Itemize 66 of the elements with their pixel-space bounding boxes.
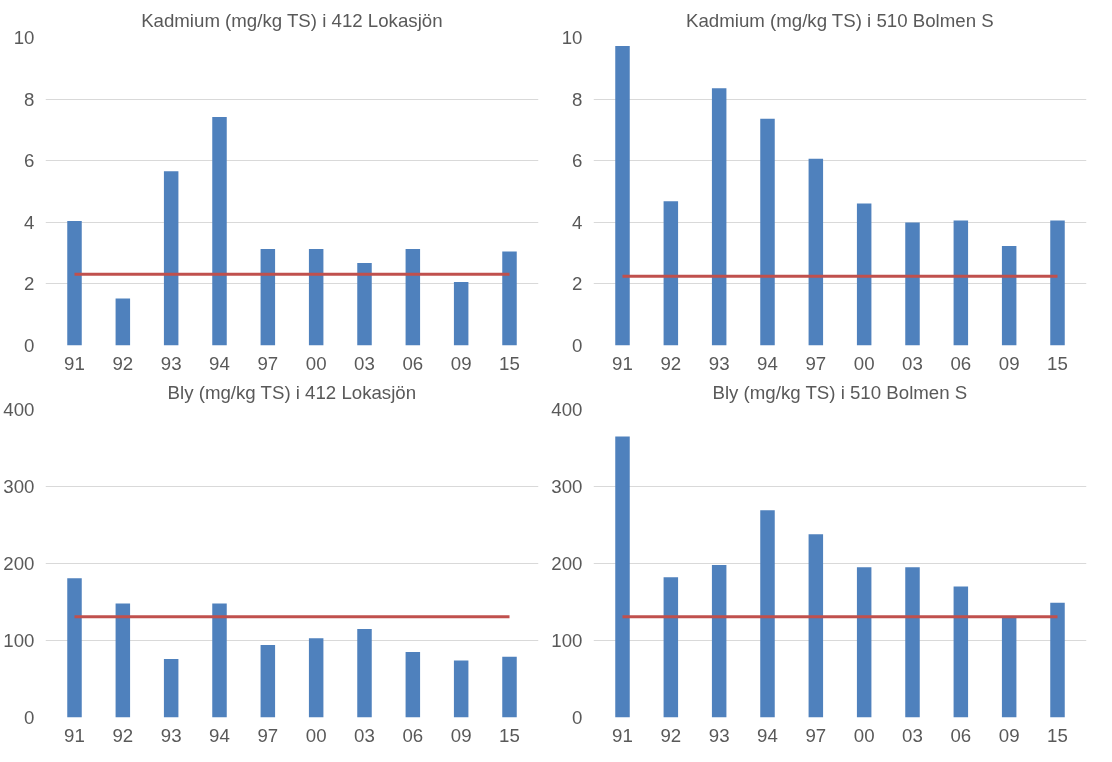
x-tick-label: 91 xyxy=(64,352,85,374)
y-tick-label: 200 xyxy=(3,553,35,574)
y-tick-label: 6 xyxy=(572,150,583,172)
x-tick-label: 03 xyxy=(902,724,923,746)
y-tick-label: 2 xyxy=(572,273,583,295)
x-tick-label: 97 xyxy=(257,352,279,374)
x-tick-label: 03 xyxy=(354,724,375,746)
chart-title: Bly (mg/kg TS) i 510 Bolmen S xyxy=(712,381,968,403)
y-tick-label: 300 xyxy=(551,476,583,497)
x-tick-label: 91 xyxy=(612,724,633,746)
x-tick-label: 93 xyxy=(160,724,182,746)
x-tick-label: 06 xyxy=(402,724,424,746)
y-tick-label: 0 xyxy=(572,707,583,728)
x-tick-label: 09 xyxy=(450,352,472,374)
x-tick-label: 03 xyxy=(354,352,375,374)
y-tick-label: 100 xyxy=(3,630,35,651)
x-tick-label: 09 xyxy=(450,724,472,746)
y-tick-label: 8 xyxy=(572,88,583,110)
x-tick-label: 00 xyxy=(305,352,327,374)
y-tick-label: 8 xyxy=(24,88,35,110)
x-tick-label: 92 xyxy=(660,352,682,374)
chart-title: Kadmium (mg/kg TS) i 510 Bolmen S xyxy=(686,9,994,31)
y-tick-label: 6 xyxy=(24,150,35,172)
x-tick-label: 00 xyxy=(853,724,875,746)
y-tick-label: 400 xyxy=(3,399,35,420)
y-tick-label: 0 xyxy=(572,335,583,356)
y-tick-label: 10 xyxy=(13,27,35,48)
y-tick-label: 4 xyxy=(572,211,583,233)
x-tick-label: 94 xyxy=(209,352,230,374)
y-tick-label: 400 xyxy=(551,399,583,420)
y-tick-label: 0 xyxy=(24,707,35,728)
y-tick-label: 4 xyxy=(24,211,35,233)
x-tick-label: 94 xyxy=(209,724,230,746)
x-tick-label: 92 xyxy=(112,352,134,374)
x-tick-label: 15 xyxy=(1047,352,1068,374)
y-tick-label: 2 xyxy=(24,273,35,295)
x-tick-label: 91 xyxy=(64,724,85,746)
x-tick-label: 15 xyxy=(499,724,520,746)
x-tick-label: 09 xyxy=(998,352,1020,374)
chart-title: Kadmium (mg/kg TS) i 412 Lokasjön xyxy=(141,9,443,31)
x-tick-label: 94 xyxy=(757,724,778,746)
y-tick-label: 0 xyxy=(24,335,35,356)
x-tick-label: 15 xyxy=(499,352,520,374)
x-tick-label: 09 xyxy=(998,724,1020,746)
x-tick-label: 15 xyxy=(1047,724,1068,746)
x-tick-label: 91 xyxy=(612,352,633,374)
x-tick-label: 06 xyxy=(950,724,972,746)
x-tick-label: 03 xyxy=(902,352,923,374)
x-tick-label: 97 xyxy=(257,724,279,746)
x-tick-label: 00 xyxy=(305,724,327,746)
y-tick-label: 300 xyxy=(3,476,35,497)
x-tick-label: 94 xyxy=(757,352,778,374)
chart-title: Bly (mg/kg TS) i 412 Lokasjön xyxy=(167,381,417,403)
x-tick-label: 93 xyxy=(708,352,730,374)
y-tick-label: 200 xyxy=(551,553,583,574)
x-tick-label: 06 xyxy=(402,352,424,374)
x-tick-label: 92 xyxy=(112,724,134,746)
x-tick-label: 93 xyxy=(160,352,182,374)
y-tick-label: 100 xyxy=(551,630,583,651)
x-tick-label: 00 xyxy=(853,352,875,374)
x-tick-label: 92 xyxy=(660,724,682,746)
x-tick-label: 93 xyxy=(708,724,730,746)
x-tick-label: 97 xyxy=(805,352,827,374)
y-tick-label: 10 xyxy=(561,27,583,48)
x-tick-label: 97 xyxy=(805,724,827,746)
x-tick-label: 06 xyxy=(950,352,972,374)
